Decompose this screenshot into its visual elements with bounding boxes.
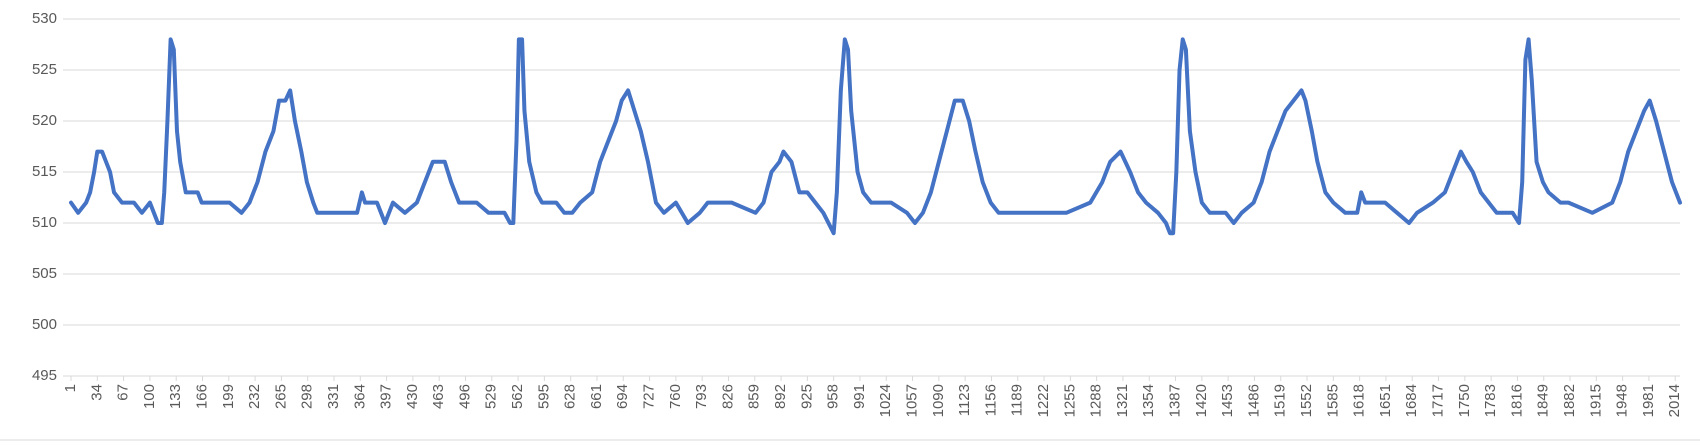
x-tick-label: 1948 [1614, 384, 1631, 417]
x-tick-label: 430 [404, 384, 421, 409]
x-tick-label: 199 [220, 384, 237, 409]
x-tick-label: 859 [746, 384, 763, 409]
x-tick-label: 1750 [1456, 384, 1473, 417]
y-tick-label: 520 [32, 112, 57, 129]
x-tick-label: 1222 [1035, 384, 1052, 417]
y-tick-label: 510 [32, 214, 57, 231]
x-tick-label: 1585 [1324, 384, 1341, 417]
x-tick-label: 529 [483, 384, 500, 409]
x-tick-label: 1981 [1640, 384, 1657, 417]
x-tick-label: 298 [299, 384, 316, 409]
x-tick-label: 1354 [1140, 384, 1157, 417]
x-tick-label: 1 [62, 384, 79, 392]
x-tick-label: 2014 [1666, 384, 1683, 417]
x-tick-label: 727 [641, 384, 658, 409]
x-tick-label: 760 [667, 384, 684, 409]
x-tick-label: 232 [246, 384, 263, 409]
x-tick-label: 133 [167, 384, 184, 409]
y-tick-label: 505 [32, 265, 57, 282]
x-tick-label: 628 [562, 384, 579, 409]
x-tick-label: 991 [851, 384, 868, 409]
x-tick-label: 793 [693, 384, 710, 409]
x-tick-label: 496 [456, 384, 473, 409]
x-tick-label: 1519 [1272, 384, 1289, 417]
data-line [69, 37, 1682, 236]
x-tick-label: 892 [772, 384, 789, 409]
x-tick-label: 397 [378, 384, 395, 409]
x-tick-label: 1618 [1351, 384, 1368, 417]
x-tick-label: 1915 [1587, 384, 1604, 417]
x-tick-label: 1024 [877, 384, 894, 417]
y-tick-label: 515 [32, 163, 57, 180]
y-tick-label: 495 [32, 367, 57, 384]
x-tick-label: 1123 [956, 384, 973, 416]
x-tick-label: 1156 [982, 384, 999, 416]
x-tick-label: 925 [798, 384, 815, 409]
x-tick-label: 661 [588, 384, 605, 409]
x-tick-label: 595 [535, 384, 552, 409]
x-tick-label: 1321 [1114, 384, 1131, 417]
x-tick-label: 265 [272, 384, 289, 409]
y-tick-label: 500 [32, 316, 57, 333]
x-tick-label: 562 [509, 384, 526, 409]
x-tick-label: 1816 [1508, 384, 1525, 417]
x-tick-label: 1717 [1429, 384, 1446, 417]
x-tick-label: 1882 [1561, 384, 1578, 417]
x-tick-label: 958 [825, 384, 842, 409]
x-tick-label: 1387 [1167, 384, 1184, 417]
x-tick-label: 1420 [1193, 384, 1210, 417]
x-tick-label: 67 [115, 384, 132, 401]
y-tick-label: 525 [32, 61, 57, 78]
x-tick-label: 694 [614, 384, 631, 409]
y-tick-label: 530 [32, 10, 57, 27]
x-tick-label: 1486 [1245, 384, 1262, 417]
x-tick-label: 1255 [1061, 384, 1078, 417]
x-tick-label: 1288 [1088, 384, 1105, 417]
x-tick-label: 1651 [1377, 384, 1394, 417]
x-tick-label: 166 [193, 384, 210, 409]
x-tick-label: 826 [719, 384, 736, 409]
x-tick-label: 1189 [1009, 384, 1026, 416]
x-tick-label: 331 [325, 384, 342, 409]
x-tick-label: 1684 [1403, 384, 1420, 417]
x-tick-label: 1057 [904, 384, 921, 417]
x-tick-label: 1783 [1482, 384, 1499, 417]
x-tick-label: 1090 [930, 384, 947, 417]
x-tick-label: 34 [88, 384, 105, 401]
x-tick-label: 100 [141, 384, 158, 409]
x-tick-label: 1849 [1535, 384, 1552, 417]
x-tick-label: 463 [430, 384, 447, 409]
x-tick-label: 1453 [1219, 384, 1236, 417]
x-tick-label: 364 [351, 384, 368, 409]
x-tick-label: 1552 [1298, 384, 1315, 417]
